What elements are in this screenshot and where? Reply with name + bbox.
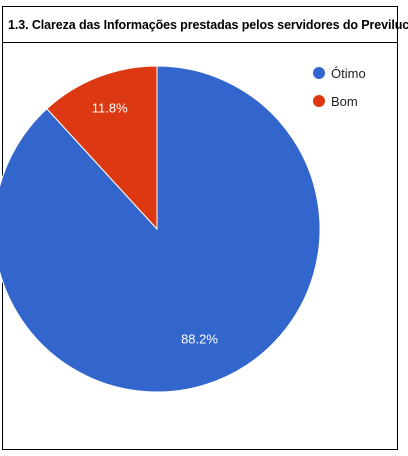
- legend-swatch: [313, 95, 325, 107]
- slice-label: 11.8%: [92, 100, 128, 115]
- legend-label: Bom: [331, 94, 358, 109]
- chart-title: 1.3. Clareza das Informações prestadas p…: [8, 18, 408, 32]
- pie-slice-bom: [46, 65, 158, 231]
- legend-swatch: [313, 67, 325, 79]
- legend-label: Ótimo: [331, 66, 366, 81]
- slice-label: 88.2%: [181, 331, 218, 346]
- pie-slice--timo: [0, 65, 321, 393]
- title-divider: [2, 42, 398, 43]
